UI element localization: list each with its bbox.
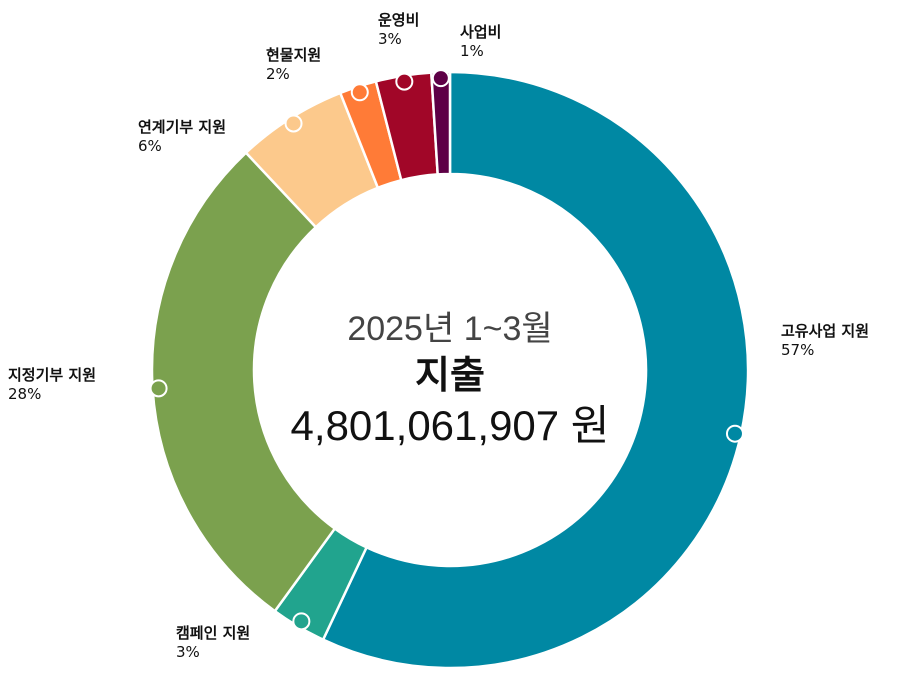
slice-label-percent-2: 28% <box>8 385 41 403</box>
slice-marker-1 <box>292 612 311 631</box>
slice-label-percent-5: 3% <box>378 30 402 48</box>
slice-marker-3 <box>284 114 303 133</box>
slice-label-name-5: 운영비 <box>378 11 419 29</box>
slice-marker-5 <box>395 72 414 91</box>
slice-markers <box>149 69 744 631</box>
donut-center: 2025년 1~3월 지출 4,801,061,907 원 <box>291 310 610 449</box>
slice-label-name-4: 현물지원 <box>266 46 321 64</box>
slice-label-name-1: 캠페인 지원 <box>176 624 250 642</box>
slice-marker-0 <box>725 424 744 443</box>
slice-label-name-6: 사업비 <box>460 23 501 41</box>
center-label: 지출 <box>415 353 485 397</box>
slice-0 <box>321 70 750 670</box>
slice-label-percent-0: 57% <box>781 341 814 359</box>
slice-label-name-3: 연계기부 지원 <box>138 118 226 136</box>
donut-slices <box>150 70 750 670</box>
slice-marker-4 <box>350 83 369 102</box>
slice-label-percent-6: 1% <box>460 42 484 60</box>
slice-marker-6 <box>431 69 450 88</box>
slice-label-name-2: 지정기부 지원 <box>8 366 96 384</box>
slice-2 <box>150 150 337 613</box>
slice-label-percent-1: 3% <box>176 643 200 661</box>
center-total: 4,801,061,907 원 <box>291 402 610 449</box>
slice-label-percent-4: 2% <box>266 65 290 83</box>
slice-marker-2 <box>149 379 168 398</box>
slice-label-percent-3: 6% <box>138 137 162 155</box>
center-period: 2025년 1~3월 <box>347 310 552 348</box>
slice-label-name-0: 고유사업 지원 <box>781 322 869 340</box>
